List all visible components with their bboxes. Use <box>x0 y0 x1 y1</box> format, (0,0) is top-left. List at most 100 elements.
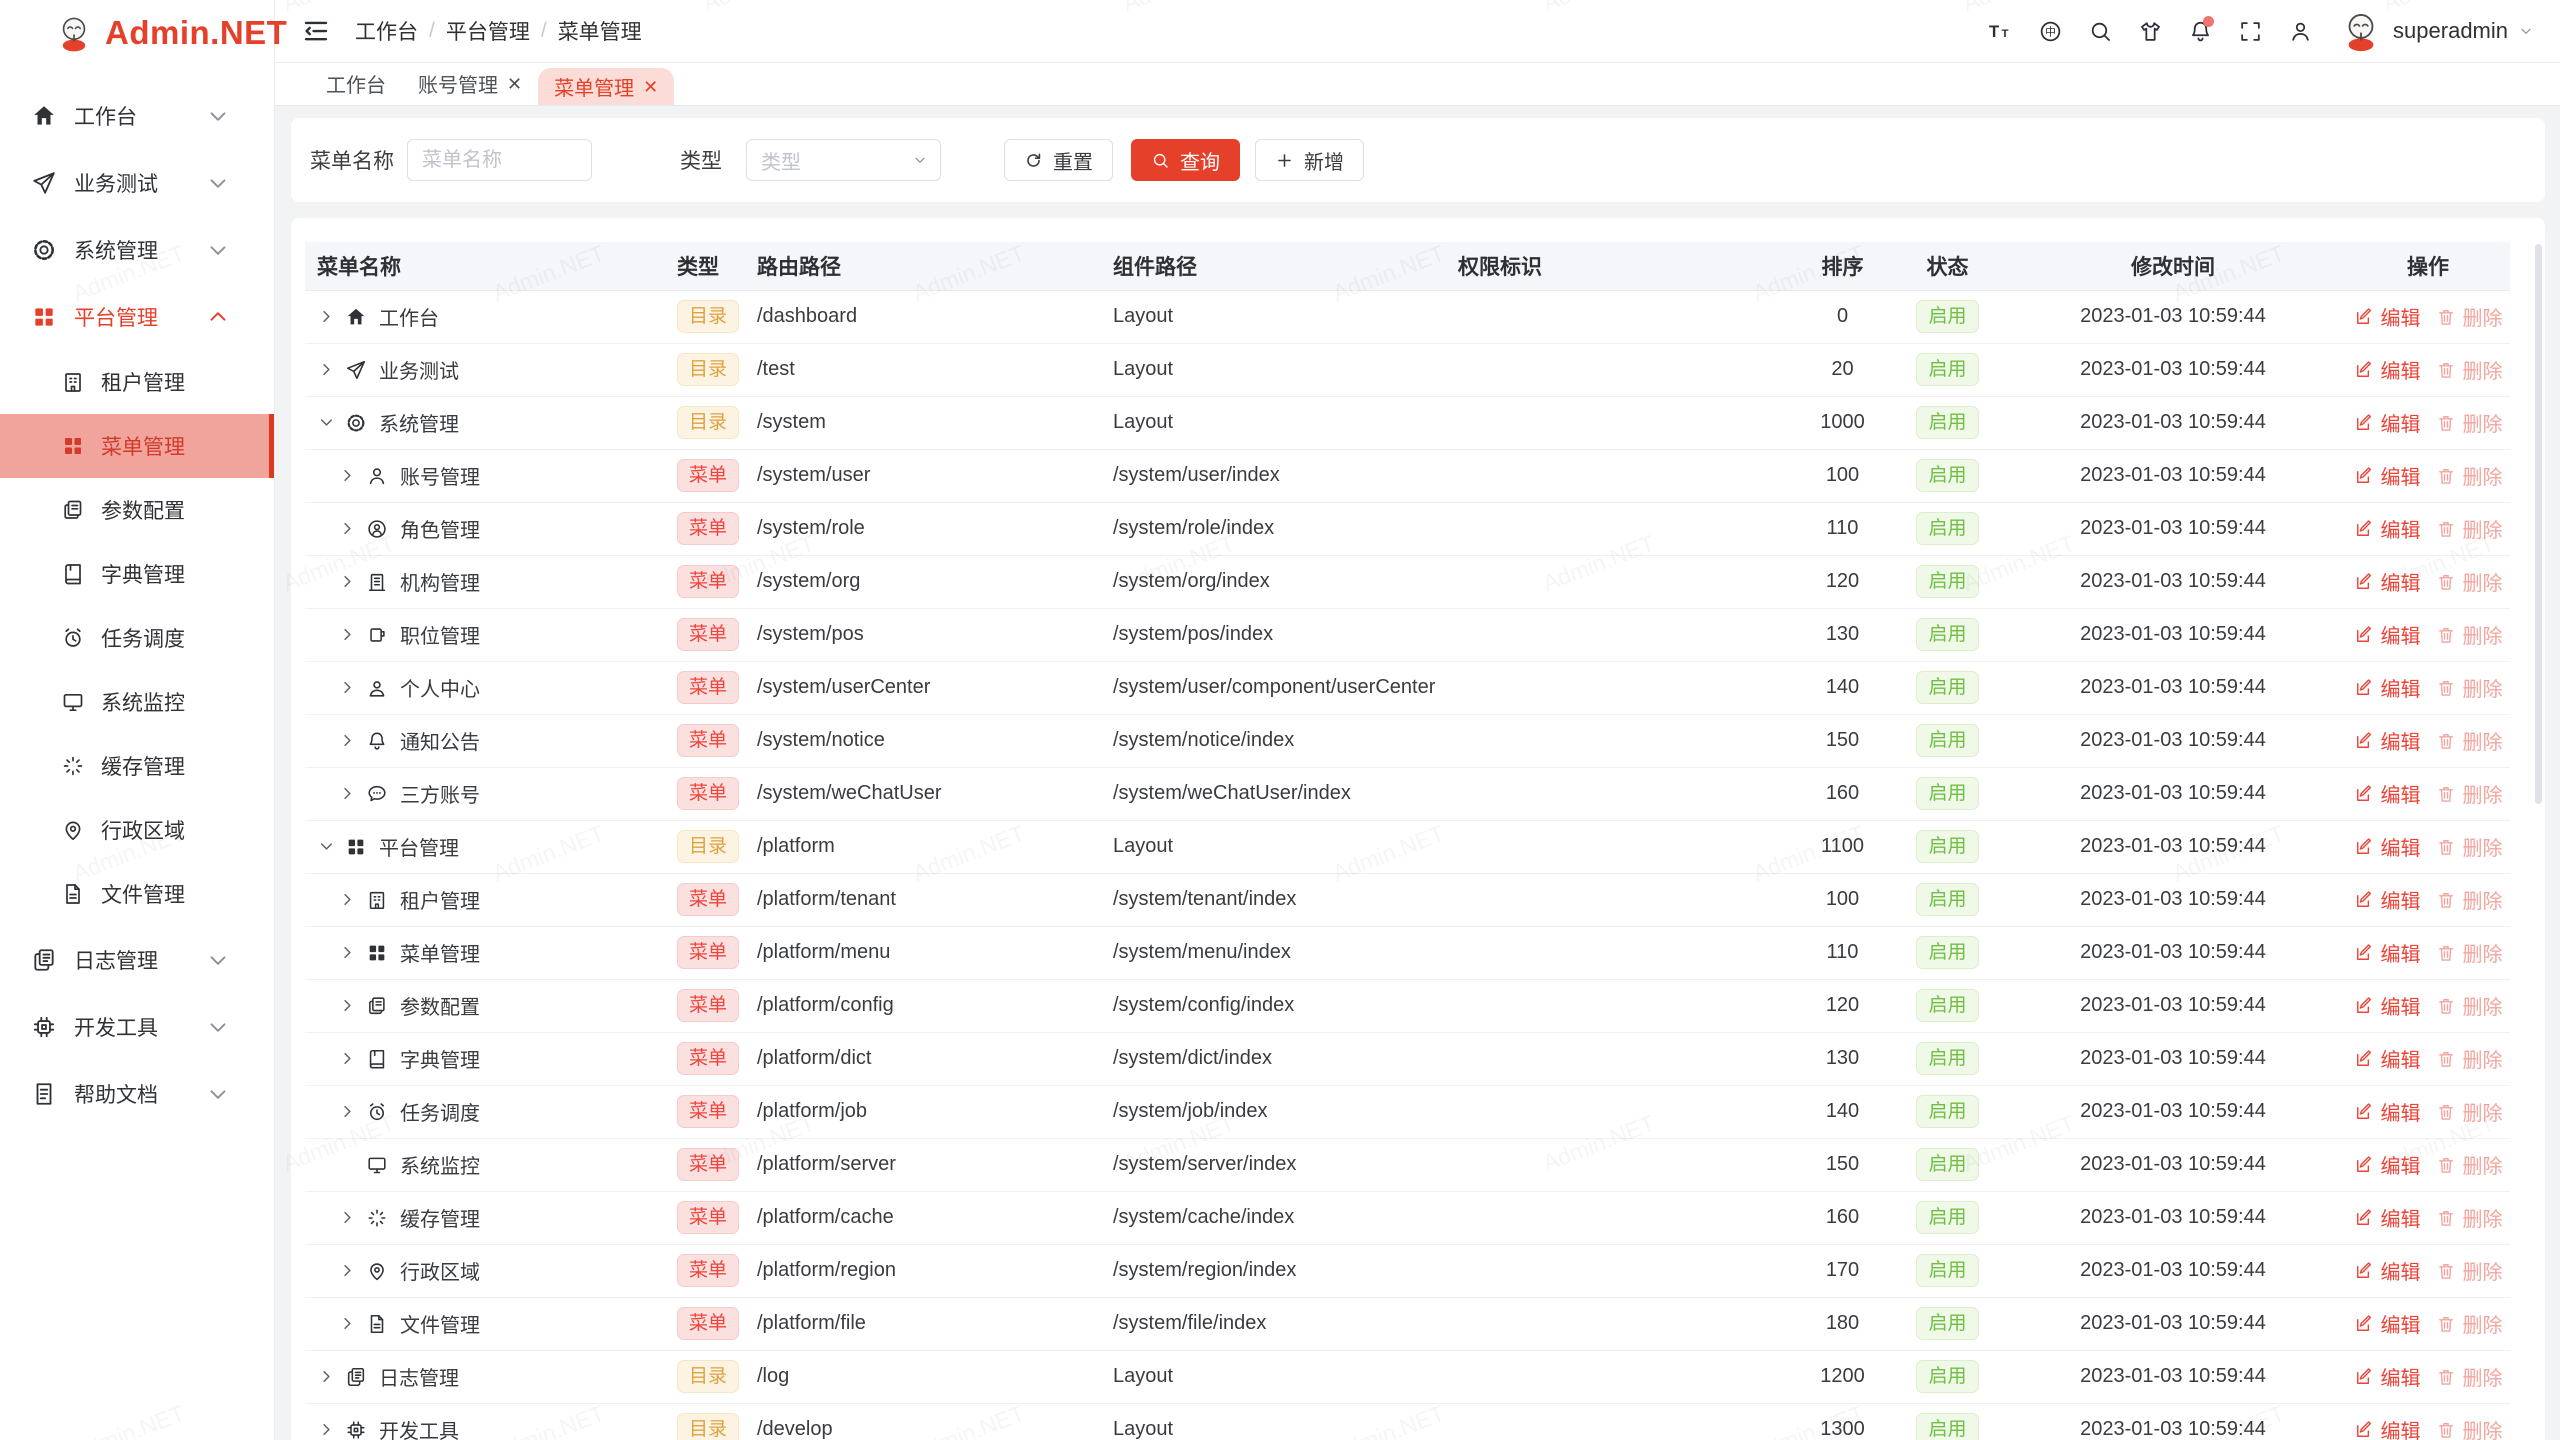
expand-arrow-icon[interactable] <box>338 1102 357 1121</box>
delete-button[interactable]: 删除 <box>2436 1309 2503 1338</box>
edit-button[interactable]: 编辑 <box>2354 991 2421 1020</box>
expand-arrow-icon[interactable] <box>338 1261 357 1280</box>
expand-arrow-icon[interactable] <box>317 1367 336 1386</box>
tab-1[interactable]: 账号管理 ✕ <box>402 62 538 105</box>
expand-arrow-icon[interactable] <box>338 1314 357 1333</box>
reset-button[interactable]: 重置 <box>1004 139 1113 181</box>
delete-button[interactable]: 删除 <box>2436 567 2503 596</box>
delete-button[interactable]: 删除 <box>2436 885 2503 914</box>
expand-arrow-icon[interactable] <box>338 731 357 750</box>
delete-button[interactable]: 删除 <box>2436 779 2503 808</box>
expand-arrow-icon[interactable] <box>338 890 357 909</box>
edit-button[interactable]: 编辑 <box>2354 302 2421 331</box>
expand-arrow-icon[interactable] <box>317 360 336 379</box>
sidebar-item-3[interactable]: 平台管理 <box>0 283 274 350</box>
expand-arrow-icon[interactable] <box>338 519 357 538</box>
sidebar-item-6[interactable]: 帮助文档 <box>0 1060 274 1127</box>
sidebar-subitem-3-6[interactable]: 缓存管理 <box>0 734 274 798</box>
edit-button[interactable]: 编辑 <box>2354 673 2421 702</box>
edit-button[interactable]: 编辑 <box>2354 355 2421 384</box>
edit-button[interactable]: 编辑 <box>2354 567 2421 596</box>
search-icon[interactable] <box>2079 10 2121 52</box>
delete-button[interactable]: 删除 <box>2436 1044 2503 1073</box>
type-select[interactable]: 类型 <box>746 139 941 181</box>
edit-button[interactable]: 编辑 <box>2354 726 2421 755</box>
close-tab-icon[interactable]: ✕ <box>643 76 659 97</box>
user-icon[interactable] <box>2279 10 2321 52</box>
menu-name-input[interactable] <box>407 139 592 181</box>
expand-arrow-icon[interactable] <box>338 678 357 697</box>
sidebar-subitem-3-1[interactable]: 菜单管理 <box>0 414 274 478</box>
edit-button[interactable]: 编辑 <box>2354 885 2421 914</box>
expand-arrow-icon[interactable] <box>317 837 336 856</box>
sidebar-subitem-3-7[interactable]: 行政区域 <box>0 798 274 862</box>
delete-button[interactable]: 删除 <box>2436 620 2503 649</box>
expand-arrow-icon[interactable] <box>338 466 357 485</box>
edit-button[interactable]: 编辑 <box>2354 461 2421 490</box>
fullscreen-icon[interactable] <box>2229 10 2271 52</box>
edit-button[interactable]: 编辑 <box>2354 514 2421 543</box>
delete-button[interactable]: 删除 <box>2436 355 2503 384</box>
sidebar-subitem-3-3[interactable]: 字典管理 <box>0 542 274 606</box>
collapse-menu-icon[interactable] <box>301 16 331 46</box>
sidebar-item-0[interactable]: 工作台 <box>0 82 274 149</box>
delete-button[interactable]: 删除 <box>2436 408 2503 437</box>
sidebar-subitem-3-5[interactable]: 系统监控 <box>0 670 274 734</box>
close-tab-icon[interactable]: ✕ <box>507 73 523 94</box>
delete-button[interactable]: 删除 <box>2436 938 2503 967</box>
edit-button[interactable]: 编辑 <box>2354 1150 2421 1179</box>
expand-arrow-icon[interactable] <box>338 996 357 1015</box>
sidebar-subitem-3-8[interactable]: 文件管理 <box>0 862 274 926</box>
expand-arrow-icon[interactable] <box>338 784 357 803</box>
tab-0[interactable]: 工作台 <box>310 62 402 105</box>
sidebar-item-1[interactable]: 业务测试 <box>0 149 274 216</box>
delete-button[interactable]: 删除 <box>2436 1415 2503 1440</box>
delete-button[interactable]: 删除 <box>2436 673 2503 702</box>
delete-button[interactable]: 删除 <box>2436 832 2503 861</box>
expand-arrow-icon[interactable] <box>317 413 336 432</box>
delete-button[interactable]: 删除 <box>2436 991 2503 1020</box>
table-scrollbar[interactable] <box>2535 244 2542 804</box>
expand-arrow-icon[interactable] <box>338 1049 357 1068</box>
edit-button[interactable]: 编辑 <box>2354 1309 2421 1338</box>
sidebar-subitem-3-0[interactable]: 租户管理 <box>0 350 274 414</box>
edit-button[interactable]: 编辑 <box>2354 1044 2421 1073</box>
tab-2[interactable]: 菜单管理 ✕ <box>538 68 675 105</box>
delete-button[interactable]: 删除 <box>2436 302 2503 331</box>
edit-button[interactable]: 编辑 <box>2354 938 2421 967</box>
delete-button[interactable]: 删除 <box>2436 1256 2503 1285</box>
breadcrumb-item[interactable]: 工作台 <box>355 21 418 44</box>
edit-button[interactable]: 编辑 <box>2354 1097 2421 1126</box>
sidebar-item-2[interactable]: 系统管理 <box>0 216 274 283</box>
breadcrumb-item[interactable]: 平台管理 <box>445 21 530 44</box>
search-button[interactable]: 查询 <box>1131 139 1240 181</box>
delete-button[interactable]: 删除 <box>2436 1203 2503 1232</box>
sidebar-subitem-3-4[interactable]: 任务调度 <box>0 606 274 670</box>
edit-button[interactable]: 编辑 <box>2354 779 2421 808</box>
edit-button[interactable]: 编辑 <box>2354 1256 2421 1285</box>
expand-arrow-icon[interactable] <box>338 625 357 644</box>
add-button[interactable]: 新增 <box>1255 139 1364 181</box>
edit-button[interactable]: 编辑 <box>2354 832 2421 861</box>
expand-arrow-icon[interactable] <box>338 943 357 962</box>
edit-button[interactable]: 编辑 <box>2354 620 2421 649</box>
edit-button[interactable]: 编辑 <box>2354 1415 2421 1440</box>
delete-button[interactable]: 删除 <box>2436 514 2503 543</box>
delete-button[interactable]: 删除 <box>2436 461 2503 490</box>
delete-button[interactable]: 删除 <box>2436 1150 2503 1179</box>
expand-arrow-icon[interactable] <box>317 1420 336 1439</box>
expand-arrow-icon[interactable] <box>317 307 336 326</box>
delete-button[interactable]: 删除 <box>2436 1097 2503 1126</box>
notification-bell-icon[interactable] <box>2179 10 2221 52</box>
edit-button[interactable]: 编辑 <box>2354 1203 2421 1232</box>
expand-arrow-icon[interactable] <box>338 572 357 591</box>
expand-arrow-icon[interactable] <box>338 1208 357 1227</box>
language-icon[interactable]: 中 <box>2029 10 2071 52</box>
user-menu[interactable]: superadmin <box>2339 9 2534 53</box>
edit-button[interactable]: 编辑 <box>2354 408 2421 437</box>
sidebar-subitem-3-2[interactable]: 参数配置 <box>0 478 274 542</box>
brand-logo[interactable]: Admin.NET <box>0 0 287 66</box>
sidebar-item-5[interactable]: 开发工具 <box>0 993 274 1060</box>
sidebar-item-4[interactable]: 日志管理 <box>0 926 274 993</box>
